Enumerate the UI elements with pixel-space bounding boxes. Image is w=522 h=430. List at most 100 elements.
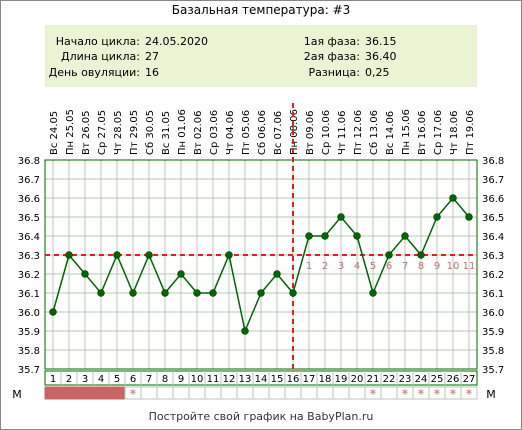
luteal-phase-day-label: 7 — [402, 261, 408, 272]
temperature-data-point[interactable] — [225, 251, 233, 259]
x-date-label: Ср 03.06 — [209, 110, 220, 155]
x-date-label: Пт 05.06 — [241, 110, 252, 155]
temperature-data-point[interactable] — [305, 232, 313, 240]
menstruation-day-empty[interactable] — [380, 386, 398, 400]
y-tick-label-right: 35.8 — [482, 346, 504, 357]
temperature-data-point[interactable] — [337, 213, 345, 221]
temperature-data-point[interactable] — [465, 213, 473, 221]
menstruation-day-empty[interactable] — [268, 386, 286, 400]
x-date-label: Вс 14.06 — [385, 111, 396, 155]
temperature-data-point[interactable] — [369, 289, 377, 297]
y-tick-label-right: 36.2 — [482, 270, 504, 281]
day-number-label: 17 — [303, 374, 316, 385]
menstruation-day-empty[interactable] — [252, 386, 270, 400]
info-right-value: 0,25 — [365, 66, 390, 79]
temperature-data-point[interactable] — [65, 251, 73, 259]
y-tick-label-right: 36.5 — [482, 213, 504, 224]
y-tick-label-left: 36.0 — [18, 308, 40, 319]
x-date-label: Пн 08.06 — [289, 109, 300, 155]
menstruation-day-empty[interactable] — [332, 386, 350, 400]
menstruation-day-empty[interactable] — [140, 386, 158, 400]
menstruation-day-filled[interactable] — [44, 386, 62, 400]
spotting-star-icon: * — [402, 387, 408, 401]
day-number-row — [44, 370, 478, 386]
footer-link-text: Постройте свой график на BabyPlan.ru — [149, 410, 374, 423]
info-left-label: Начало цикла: — [56, 35, 140, 48]
y-tick-label-right: 35.7 — [482, 365, 504, 376]
y-tick-label-left: 36.8 — [18, 156, 40, 167]
temperature-data-point[interactable] — [257, 289, 265, 297]
y-tick-label-left: 35.7 — [18, 365, 40, 376]
temperature-data-point[interactable] — [129, 289, 137, 297]
menstruation-day-empty[interactable] — [316, 386, 334, 400]
x-date-label: Чт 18.06 — [449, 111, 460, 156]
day-number-label: 16 — [287, 374, 300, 385]
y-tick-label-right: 36.4 — [482, 232, 504, 243]
temperature-data-point[interactable] — [145, 251, 153, 259]
temperature-data-point[interactable] — [97, 289, 105, 297]
y-tick-label-right: 35.9 — [482, 327, 504, 338]
y-tick-label-left: 36.6 — [18, 194, 40, 205]
x-date-label: Пн 15.06 — [401, 109, 412, 155]
plot-area-border — [44, 159, 478, 370]
menstruation-day-empty[interactable] — [156, 386, 174, 400]
menstruation-day-empty[interactable] — [172, 386, 190, 400]
temperature-data-point[interactable] — [273, 270, 281, 278]
menstruation-day-empty[interactable] — [348, 386, 366, 400]
menstruation-label-left: М — [12, 388, 22, 401]
menstruation-day-empty[interactable] — [204, 386, 222, 400]
info-right-label: Разница: — [309, 66, 361, 79]
x-date-label: Чт 28.05 — [113, 111, 124, 156]
day-number-label: 26 — [447, 374, 460, 385]
luteal-phase-day-label: 1 — [306, 261, 312, 272]
x-date-label: Пн 25.05 — [65, 109, 76, 155]
chart-title: Базальная температура: #3 — [172, 3, 351, 17]
temperature-data-point[interactable] — [177, 270, 185, 278]
menstruation-day-empty[interactable] — [220, 386, 238, 400]
x-date-label: Вс 24.05 — [49, 111, 60, 155]
temperature-data-point[interactable] — [417, 251, 425, 259]
temperature-data-point[interactable] — [449, 194, 457, 202]
day-number-label: 15 — [271, 374, 284, 385]
temperature-data-point[interactable] — [401, 232, 409, 240]
day-number-label: 5 — [114, 374, 120, 385]
day-number-label: 2 — [66, 374, 72, 385]
menstruation-day-filled[interactable] — [60, 386, 78, 400]
luteal-phase-day-label: 10 — [447, 261, 460, 272]
x-date-label: Вс 07.06 — [273, 111, 284, 155]
menstruation-day-filled[interactable] — [92, 386, 110, 400]
temperature-data-point[interactable] — [353, 232, 361, 240]
menstruation-day-empty[interactable] — [236, 386, 254, 400]
y-tick-label-left: 36.1 — [18, 289, 40, 300]
menstruation-day-empty[interactable] — [300, 386, 318, 400]
temperature-data-point[interactable] — [209, 289, 217, 297]
temperature-data-point[interactable] — [289, 289, 297, 297]
temperature-data-point[interactable] — [113, 251, 121, 259]
menstruation-day-empty[interactable] — [188, 386, 206, 400]
temperature-data-point[interactable] — [321, 232, 329, 240]
menstruation-day-empty[interactable] — [460, 386, 478, 400]
day-number-label: 6 — [130, 374, 136, 385]
temperature-data-point[interactable] — [81, 270, 89, 278]
menstruation-day-filled[interactable] — [108, 386, 126, 400]
info-right-value: 36.40 — [365, 50, 397, 63]
day-number-label: 19 — [335, 374, 348, 385]
menstruation-day-filled[interactable] — [76, 386, 94, 400]
y-tick-label-right: 36.8 — [482, 156, 504, 167]
luteal-phase-day-label: 6 — [386, 261, 392, 272]
luteal-phase-day-label: 3 — [338, 261, 344, 272]
spotting-star-icon: * — [130, 387, 136, 401]
y-tick-label-right: 36.6 — [482, 194, 504, 205]
spotting-star-icon: * — [450, 387, 456, 401]
temperature-data-point[interactable] — [193, 289, 201, 297]
temperature-data-point[interactable] — [161, 289, 169, 297]
menstruation-day-empty[interactable] — [284, 386, 302, 400]
temperature-data-point[interactable] — [433, 213, 441, 221]
temperature-data-point[interactable] — [385, 251, 393, 259]
temperature-data-point[interactable] — [241, 327, 249, 335]
temperature-data-point[interactable] — [49, 308, 57, 316]
day-number-label: 10 — [191, 374, 204, 385]
day-number-label: 4 — [98, 374, 104, 385]
